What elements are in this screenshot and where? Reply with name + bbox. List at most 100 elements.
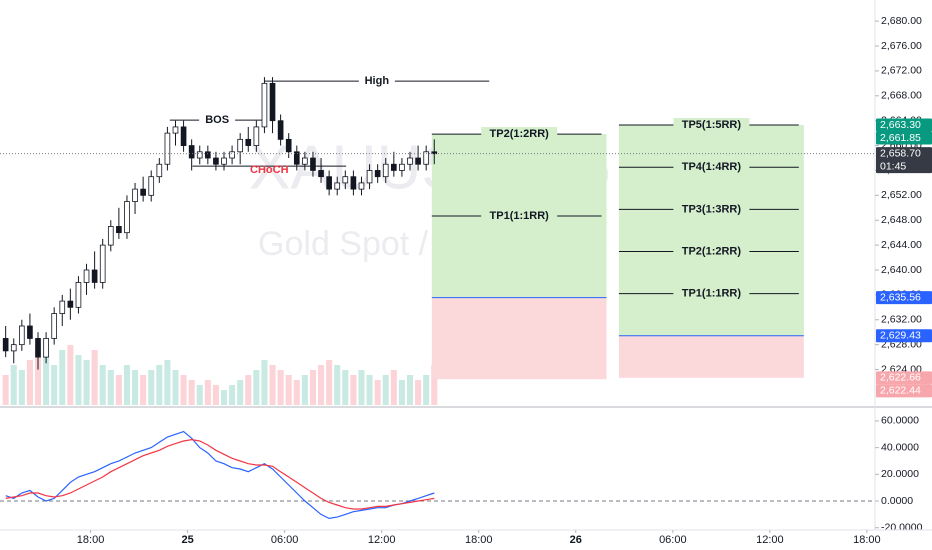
y-tick-label: 2,640.00: [881, 264, 922, 276]
candle-body: [188, 145, 195, 159]
target-label: TP1(1:1RR): [490, 210, 550, 222]
candle-body: [172, 126, 179, 134]
price-axis-label: [876, 147, 932, 174]
volume-bar: [358, 370, 365, 405]
volume-bar: [83, 360, 90, 405]
candle-body: [269, 82, 276, 122]
volume-bar: [237, 380, 244, 405]
annotation-label-bg: [199, 113, 236, 128]
x-tick-label: 06:00: [659, 534, 687, 546]
candle-body: [35, 338, 41, 358]
candle-body: [237, 138, 244, 153]
y-tick-label: 2,652.00: [881, 189, 922, 201]
price-axis-label: [876, 384, 932, 398]
candle-body: [156, 163, 163, 178]
candle-body: [67, 300, 74, 308]
volume-bar: [398, 380, 405, 405]
volume-bar: [156, 365, 163, 405]
price-axis-label: [876, 118, 932, 132]
candle-body: [205, 151, 211, 159]
volume-bar: [107, 370, 114, 405]
candle-body: [148, 176, 155, 196]
volume-bar: [204, 380, 211, 405]
volume-bar: [75, 355, 82, 405]
candle-body: [334, 182, 341, 190]
volume-bar: [115, 375, 122, 405]
price-axis-label: [876, 131, 932, 145]
volume-bar: [188, 380, 195, 405]
y-tick-label: 2,672.00: [881, 65, 922, 77]
price-axis-label-text: 2,661.85: [880, 132, 921, 144]
x-tick-label: 06:00: [271, 534, 299, 546]
candle-body: [374, 170, 381, 178]
volume-bar: [140, 375, 147, 405]
annotation-label: High: [365, 75, 390, 87]
oscillator-line: [5, 438, 435, 510]
y-tick-label: 2,644.00: [881, 239, 922, 251]
osc-tick-label: 0.0000: [881, 495, 913, 507]
candle-body: [431, 151, 438, 155]
volume-bar: [342, 370, 349, 405]
price-axis-label-text: 2,622.66: [880, 372, 921, 384]
candle-body: [358, 182, 365, 190]
candle-body: [59, 300, 66, 314]
y-tick-label: 2,668.00: [881, 90, 922, 102]
volume-bar: [164, 360, 171, 405]
volume-bar: [10, 365, 17, 405]
candle-body: [27, 325, 33, 339]
volume-bar: [285, 375, 292, 405]
volume-bar: [293, 380, 300, 405]
x-tick-label: 18:00: [77, 534, 105, 546]
y-tick-label: 2,680.00: [881, 15, 922, 27]
target-label: TP1(1:1RR): [682, 288, 742, 300]
candle-body: [423, 151, 430, 165]
x-tick-label: 12:00: [756, 534, 784, 546]
volume-bar: [34, 345, 42, 405]
target-label-bg: [673, 244, 750, 259]
volume-bar: [390, 370, 397, 405]
target-label: TP5(1:5RR): [682, 119, 742, 131]
volume-bar: [406, 375, 414, 405]
volume-bar: [123, 365, 130, 405]
volume-bar: [99, 365, 106, 405]
volume-bar: [326, 360, 333, 405]
candle-body: [213, 157, 219, 165]
osc-tick-label: 60.0000: [881, 415, 919, 427]
candle-body: [51, 313, 58, 339]
candle-body: [229, 151, 235, 159]
volume-bar: [374, 380, 381, 405]
target-label: TP3(1:3RR): [682, 203, 742, 215]
candle-body: [253, 126, 260, 146]
volume-bar: [431, 365, 438, 405]
x-tick-label: 18:00: [853, 534, 881, 546]
candle-body: [399, 163, 405, 171]
price-axis-label-text: 2,635.56: [880, 291, 921, 303]
volume-bar: [196, 385, 203, 405]
candle-body: [415, 157, 421, 165]
candle-body: [326, 176, 332, 190]
candle-body: [391, 163, 397, 171]
volume-bar: [350, 375, 357, 405]
oscillator-line: [5, 430, 435, 520]
volume-bar: [172, 370, 179, 405]
volume-bar: [301, 375, 308, 405]
volume-bar: [43, 355, 50, 405]
y-tick-label: 2,648.00: [881, 214, 922, 226]
volume-bar: [220, 390, 228, 405]
volume-bar: [245, 375, 252, 405]
candle-body: [91, 269, 98, 283]
candle-body: [132, 188, 138, 202]
price-axis-label-text: 2,622.44: [880, 385, 921, 397]
volume-bar: [229, 385, 236, 405]
candle-body: [366, 170, 373, 184]
time-axis-bg: [0, 530, 932, 550]
volume-bar: [26, 360, 33, 405]
volume-bar: [91, 350, 98, 405]
volume-bar: [309, 370, 316, 405]
annotation-label: BOS: [205, 114, 229, 126]
x-tick-label: 12:00: [368, 534, 396, 546]
price-axis-label: [876, 371, 932, 385]
volume-bar: [318, 365, 325, 405]
